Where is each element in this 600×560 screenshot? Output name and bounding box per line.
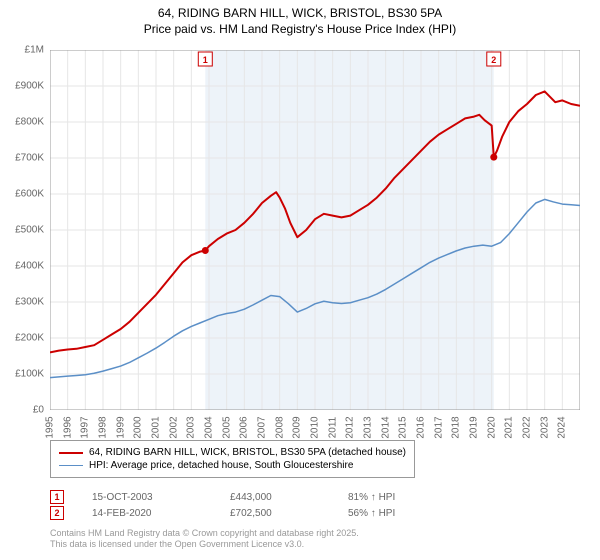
x-tick-label: 2022 <box>522 416 533 438</box>
svg-text:2: 2 <box>491 55 496 65</box>
title-line2: Price paid vs. HM Land Registry's House … <box>0 22 600 38</box>
y-tick-label: £300K <box>15 297 44 308</box>
x-tick-label: 2000 <box>133 416 144 438</box>
x-tick-label: 2023 <box>539 416 550 438</box>
legend-item-price-paid: 64, RIDING BARN HILL, WICK, BRISTOL, BS3… <box>59 447 406 458</box>
y-tick-label: £1M <box>25 45 44 56</box>
x-tick-label: 2004 <box>204 416 215 438</box>
y-tick-label: £400K <box>15 261 44 272</box>
x-tick-label: 2013 <box>363 416 374 438</box>
x-tick-label: 2021 <box>504 416 515 438</box>
x-tick-label: 2009 <box>292 416 303 438</box>
y-tick-label: £600K <box>15 189 44 200</box>
y-tick-label: £700K <box>15 153 44 164</box>
marker-delta: 81% ↑ HPI <box>348 492 395 503</box>
x-tick-label: 2017 <box>433 416 444 438</box>
x-tick-label: 2020 <box>486 416 497 438</box>
plot-svg: 12 <box>50 50 580 410</box>
y-tick-label: £0 <box>33 405 44 416</box>
chart-container: 64, RIDING BARN HILL, WICK, BRISTOL, BS3… <box>0 0 600 560</box>
marker-price: £443,000 <box>230 492 320 503</box>
x-tick-label: 2024 <box>557 416 568 438</box>
y-tick-label: £200K <box>15 333 44 344</box>
x-tick-label: 1995 <box>45 416 56 438</box>
x-tick-label: 2001 <box>151 416 162 438</box>
x-tick-label: 2003 <box>186 416 197 438</box>
x-tick-label: 1999 <box>115 416 126 438</box>
x-tick-label: 2006 <box>239 416 250 438</box>
y-tick-label: £800K <box>15 117 44 128</box>
x-axis: 1995199619971998199920002001200220032004… <box>50 412 580 438</box>
marker-date: 15-OCT-2003 <box>92 492 202 503</box>
x-tick-label: 1997 <box>80 416 91 438</box>
marker-badge: 2 <box>50 506 64 520</box>
marker-price: £702,500 <box>230 508 320 519</box>
x-tick-label: 2019 <box>469 416 480 438</box>
footer-note: Contains HM Land Registry data © Crown c… <box>50 528 359 550</box>
marker-delta: 56% ↑ HPI <box>348 508 395 519</box>
legend-label: 64, RIDING BARN HILL, WICK, BRISTOL, BS3… <box>89 447 406 458</box>
chart-title: 64, RIDING BARN HILL, WICK, BRISTOL, BS3… <box>0 0 600 37</box>
legend-swatch <box>59 452 83 454</box>
x-tick-label: 2015 <box>398 416 409 438</box>
marker-date: 14-FEB-2020 <box>92 508 202 519</box>
y-tick-label: £900K <box>15 81 44 92</box>
legend-item-hpi: HPI: Average price, detached house, Sout… <box>59 460 406 471</box>
x-tick-label: 2016 <box>416 416 427 438</box>
x-tick-label: 2007 <box>257 416 268 438</box>
footer-line2: This data is licensed under the Open Gov… <box>50 539 359 550</box>
footer-line1: Contains HM Land Registry data © Crown c… <box>50 528 359 539</box>
legend-label: HPI: Average price, detached house, Sout… <box>89 460 353 471</box>
y-tick-label: £100K <box>15 369 44 380</box>
marker-badge: 1 <box>50 490 64 504</box>
x-tick-label: 2008 <box>274 416 285 438</box>
svg-text:1: 1 <box>203 55 208 65</box>
x-tick-label: 2005 <box>221 416 232 438</box>
x-tick-label: 2011 <box>327 417 338 439</box>
x-tick-label: 2018 <box>451 416 462 438</box>
legend-swatch <box>59 465 83 466</box>
y-axis: £0£100K£200K£300K£400K£500K£600K£700K£80… <box>0 50 48 410</box>
x-tick-label: 2010 <box>310 416 321 438</box>
marker-table: 1 15-OCT-2003 £443,000 81% ↑ HPI 2 14-FEB-202… <box>50 488 395 522</box>
x-tick-label: 1998 <box>98 416 109 438</box>
x-tick-label: 2012 <box>345 416 356 438</box>
y-tick-label: £500K <box>15 225 44 236</box>
title-line1: 64, RIDING BARN HILL, WICK, BRISTOL, BS3… <box>0 6 600 22</box>
x-tick-label: 1996 <box>62 416 73 438</box>
x-tick-label: 2014 <box>380 416 391 438</box>
legend: 64, RIDING BARN HILL, WICK, BRISTOL, BS3… <box>50 440 415 478</box>
plot-area: 12 <box>50 50 580 410</box>
marker-row: 2 14-FEB-2020 £702,500 56% ↑ HPI <box>50 506 395 520</box>
x-tick-label: 2002 <box>168 416 179 438</box>
marker-row: 1 15-OCT-2003 £443,000 81% ↑ HPI <box>50 490 395 504</box>
